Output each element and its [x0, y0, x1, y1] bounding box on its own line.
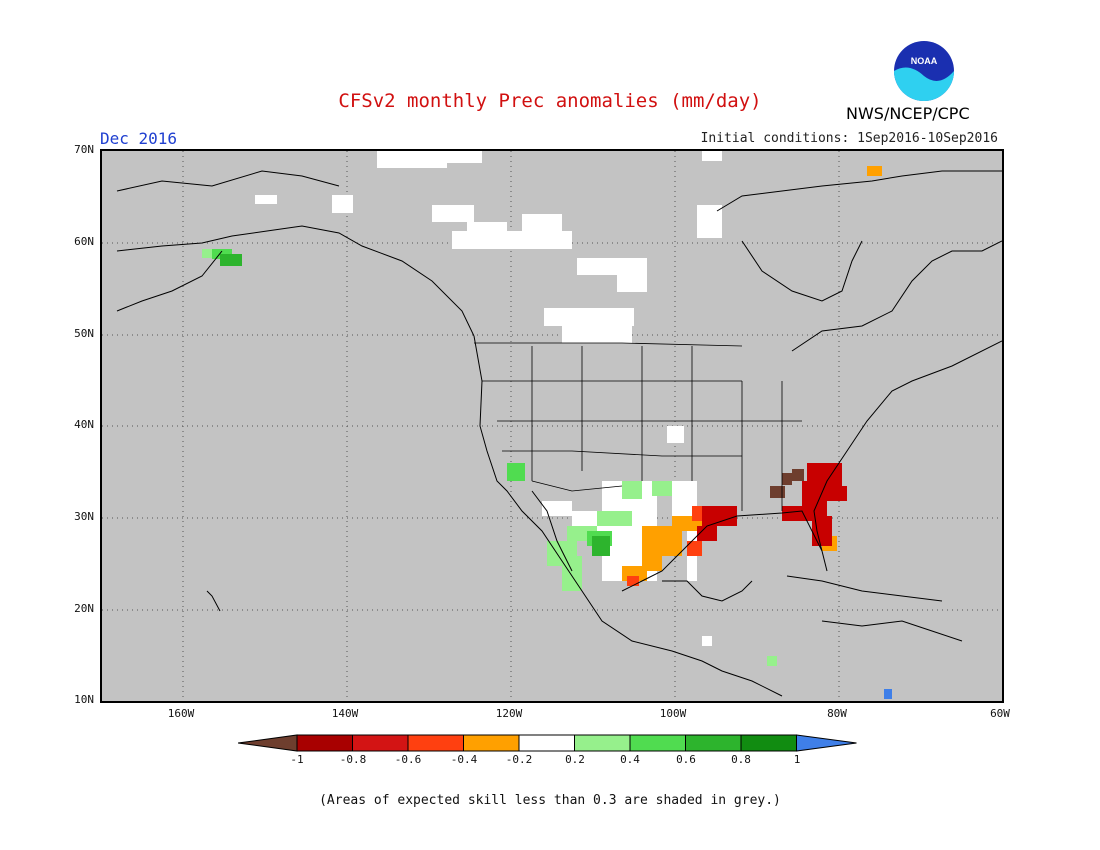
colorbar-arrow-low — [238, 734, 298, 752]
state-borders — [474, 342, 802, 511]
colorbar-segment — [296, 734, 353, 752]
colorbar-label: 0.8 — [731, 753, 751, 766]
lon-label-80w: 80W — [827, 707, 847, 720]
dry-light-cells — [622, 166, 882, 581]
lat-label-50n: 50N — [74, 327, 94, 340]
colorbar-segment — [629, 734, 686, 752]
colorbar-label: -0.6 — [394, 753, 422, 766]
neutral-cells — [255, 151, 722, 646]
chart-title: CFSv2 monthly Prec anomalies (mm/day) — [338, 90, 762, 112]
colorbar-label: -1 — [290, 753, 304, 766]
colorbar-arrow-high — [796, 734, 857, 752]
noaa-logo-text: NOAA — [911, 56, 938, 66]
colorbar-label: 1 — [793, 753, 801, 766]
lat-label-70n: 70N — [74, 143, 94, 156]
lat-label-20n: 20N — [74, 602, 94, 615]
lat-label-30n: 30N — [74, 510, 94, 523]
colorbar-label: -0.8 — [339, 753, 367, 766]
colorbar-label: 0.4 — [620, 753, 640, 766]
lon-label-160w: 160W — [167, 707, 195, 720]
lat-label-60n: 60N — [74, 235, 94, 248]
initial-conditions: Initial conditions: 1Sep2016-10Sep2016 — [700, 131, 998, 146]
noaa-logo: NOAA — [894, 41, 954, 101]
lat-label-10n: 10N — [74, 693, 94, 706]
colorbar-segment — [685, 734, 742, 752]
anomaly-map — [100, 149, 1004, 703]
dry-strong-cells — [697, 463, 847, 546]
dry-extreme-cells — [770, 469, 804, 498]
colorbar-label: 0.2 — [565, 753, 585, 766]
colorbar-segment — [352, 734, 409, 752]
wet-extreme-cell — [884, 689, 892, 699]
graticule — [102, 151, 1002, 701]
lon-label-60w: 60W — [990, 707, 1010, 720]
colorbar-segment — [740, 734, 797, 752]
skill-footnote: (Areas of expected skill less than 0.3 a… — [319, 793, 781, 808]
colorbar-segment — [518, 734, 575, 752]
lon-label-140w: 140W — [331, 707, 359, 720]
colorbar-label: 0.6 — [676, 753, 696, 766]
colorbar — [238, 734, 857, 752]
map-canvas — [102, 151, 1002, 701]
agency-label: NWS/NCEP/CPC — [846, 104, 970, 123]
colorbar-segment — [463, 734, 520, 752]
colorbar-label: -0.4 — [450, 753, 478, 766]
lat-label-40n: 40N — [74, 418, 94, 431]
colorbar-label: -0.2 — [505, 753, 533, 766]
colorbar-segment — [407, 734, 464, 752]
wet-strong-cells — [220, 254, 610, 556]
colorbar-segment — [574, 734, 631, 752]
lon-label-120w: 120W — [495, 707, 523, 720]
lon-label-100w: 100W — [659, 707, 687, 720]
coastlines — [116, 170, 1002, 697]
forecast-month: Dec 2016 — [100, 129, 178, 148]
